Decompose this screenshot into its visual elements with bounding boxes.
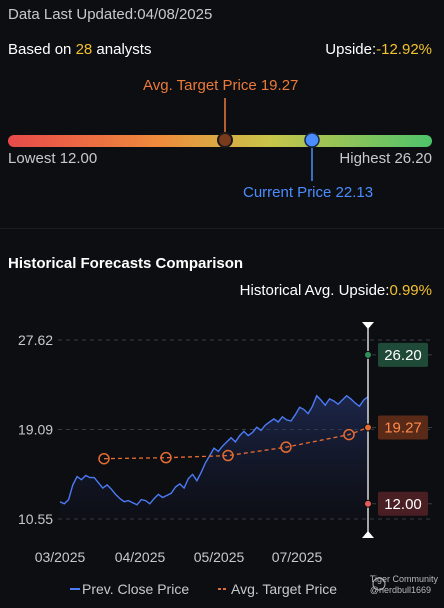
x-tick-label: 04/2025 bbox=[115, 549, 166, 565]
updated-label: Data Last Updated: bbox=[8, 6, 138, 23]
legend-label-price[interactable]: Prev. Close Price bbox=[82, 581, 189, 597]
cursor-bottom-handle[interactable] bbox=[362, 531, 374, 538]
marker-dot bbox=[364, 423, 372, 432]
avg-target-marker bbox=[217, 132, 233, 148]
target-point[interactable] bbox=[222, 449, 234, 462]
avg-target-label: Avg. Target Price 19.27 bbox=[143, 77, 299, 94]
upside-line: Upside:-12.92% bbox=[325, 41, 432, 58]
y-tick-label: 27.62 bbox=[18, 332, 53, 348]
lowest-label: Lowest 12.00 bbox=[8, 150, 98, 167]
brand-line-2: @nerdbull1669 bbox=[369, 585, 431, 595]
current-price-label: Current Price 22.13 bbox=[243, 184, 374, 201]
price-tag-bg bbox=[378, 342, 428, 367]
forecast-chart: 27.62 19.09 10.55 26.20 19.27 12.00 03/2025 04/… bbox=[18, 322, 432, 597]
y-tick-label: 19.09 bbox=[18, 421, 53, 437]
marker-dot bbox=[364, 499, 372, 508]
target-point[interactable] bbox=[280, 441, 292, 453]
target-point[interactable] bbox=[98, 452, 110, 465]
last-updated: Data Last Updated:04/08/2025 bbox=[8, 6, 212, 23]
target-line bbox=[103, 426, 369, 460]
brand-line-1: Tiger Community bbox=[369, 574, 438, 584]
historical-upside: Historical Avg. Upside:0.99% bbox=[240, 282, 432, 299]
updated-date: 04/08/2025 bbox=[137, 6, 213, 23]
x-tick-label: 05/2025 bbox=[194, 549, 245, 565]
target-point[interactable] bbox=[343, 428, 355, 441]
section-divider bbox=[0, 228, 444, 229]
section-title: Historical Forecasts Comparison bbox=[8, 255, 244, 272]
brand-logo-icon bbox=[372, 577, 386, 591]
cursor-top-handle[interactable] bbox=[362, 322, 374, 329]
price-area bbox=[60, 395, 368, 519]
marker-dot bbox=[364, 350, 372, 359]
historical-upside-value: 0.99% bbox=[389, 282, 432, 299]
based-suffix: analysts bbox=[92, 41, 152, 58]
x-tick-label: 07/2025 bbox=[272, 549, 323, 565]
y-tick-label: 10.55 bbox=[18, 511, 53, 527]
price-tag-label: 19.27 bbox=[384, 420, 422, 437]
brand-watermark: Tiger Community @nerdbull1669 bbox=[370, 574, 438, 596]
price-tag-label: 26.20 bbox=[384, 347, 422, 364]
historical-upside-label: Historical Avg. Upside: bbox=[239, 282, 390, 299]
highest-label: Highest 26.20 bbox=[339, 150, 432, 167]
price-tag-label: 12.00 bbox=[384, 496, 422, 513]
current-price-marker[interactable] bbox=[304, 132, 320, 148]
upside-value: -12.92% bbox=[376, 41, 432, 58]
analyst-count-line: Based on 28 analysts bbox=[8, 41, 151, 58]
based-prefix: Based on bbox=[8, 41, 76, 58]
analyst-count: 28 bbox=[75, 41, 93, 58]
x-tick-label: 03/2025 bbox=[35, 549, 86, 565]
price-line bbox=[59, 394, 369, 506]
upside-label: Upside: bbox=[325, 41, 377, 58]
price-tag-bg bbox=[378, 415, 428, 440]
legend-label-target[interactable]: Avg. Target Price bbox=[231, 581, 337, 597]
price-tag-bg bbox=[378, 491, 428, 516]
target-point[interactable] bbox=[160, 451, 172, 464]
